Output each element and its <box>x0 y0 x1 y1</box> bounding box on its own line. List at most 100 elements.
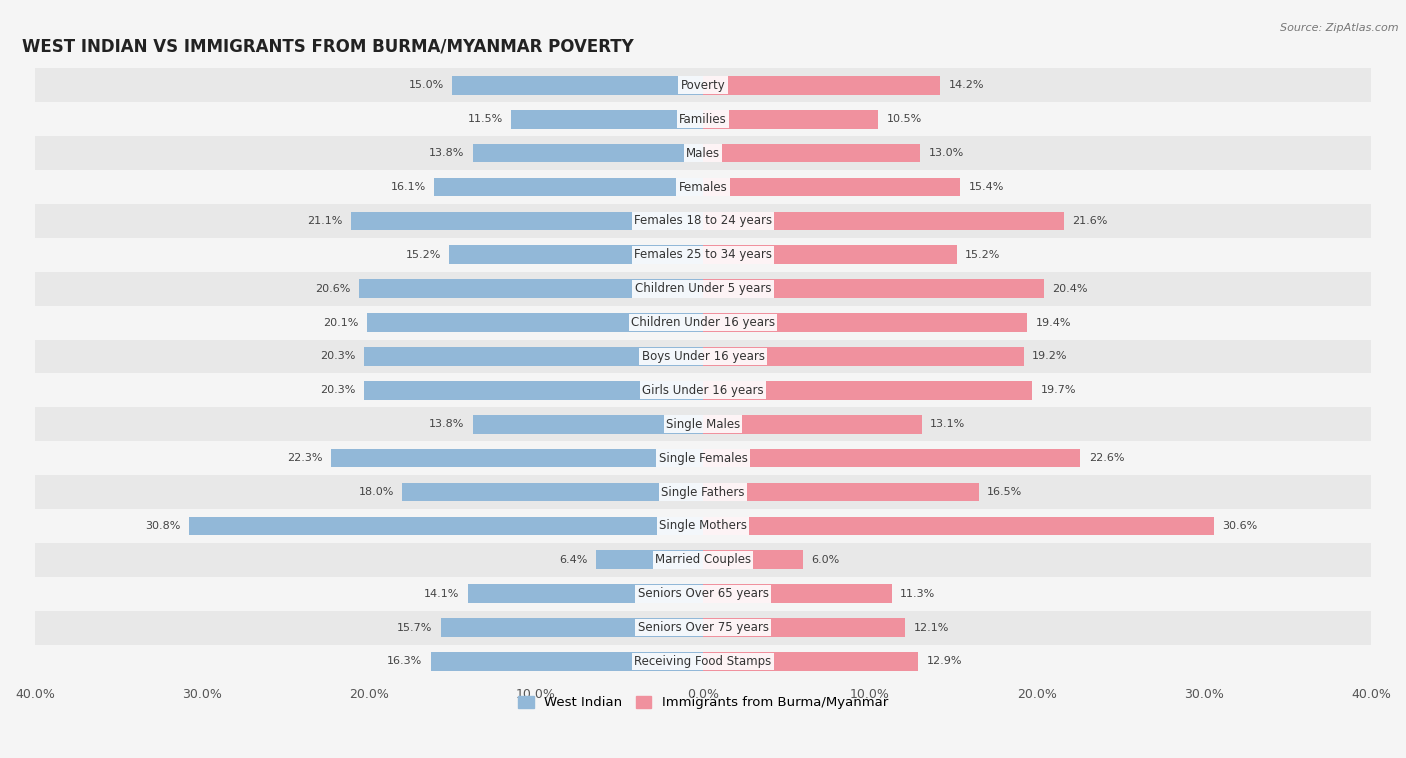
Text: Source: ZipAtlas.com: Source: ZipAtlas.com <box>1281 23 1399 33</box>
Bar <box>35 238 1371 272</box>
Bar <box>472 415 703 434</box>
Bar <box>703 652 918 671</box>
Bar <box>449 246 703 264</box>
Text: Single Males: Single Males <box>666 418 740 431</box>
Bar <box>596 550 703 569</box>
Text: Males: Males <box>686 146 720 160</box>
Text: 20.1%: 20.1% <box>323 318 359 327</box>
Bar <box>703 177 960 196</box>
Bar <box>35 374 1371 407</box>
Bar <box>330 449 703 468</box>
Legend: West Indian, Immigrants from Burma/Myanmar: West Indian, Immigrants from Burma/Myanm… <box>513 691 893 715</box>
Bar <box>35 305 1371 340</box>
Text: 30.8%: 30.8% <box>145 521 180 531</box>
Text: 18.0%: 18.0% <box>359 487 394 497</box>
Text: 21.1%: 21.1% <box>307 216 342 226</box>
Text: 16.1%: 16.1% <box>391 182 426 192</box>
Text: Single Females: Single Females <box>658 452 748 465</box>
Text: 13.8%: 13.8% <box>429 419 464 429</box>
Text: 20.6%: 20.6% <box>315 283 350 293</box>
Text: Children Under 5 years: Children Under 5 years <box>634 282 772 295</box>
Bar <box>35 204 1371 238</box>
Text: 13.8%: 13.8% <box>429 148 464 158</box>
Bar <box>441 619 703 637</box>
Text: 15.2%: 15.2% <box>965 250 1001 260</box>
Text: 22.3%: 22.3% <box>287 453 322 463</box>
Bar <box>35 644 1371 678</box>
Text: Receiving Food Stamps: Receiving Food Stamps <box>634 655 772 668</box>
Bar <box>35 577 1371 611</box>
Bar <box>703 619 905 637</box>
Text: 6.4%: 6.4% <box>560 555 588 565</box>
Text: 15.0%: 15.0% <box>409 80 444 90</box>
Bar <box>364 381 703 399</box>
Text: 20.4%: 20.4% <box>1052 283 1088 293</box>
Bar <box>703 415 922 434</box>
Bar <box>35 340 1371 374</box>
Text: 15.4%: 15.4% <box>969 182 1004 192</box>
Text: 15.7%: 15.7% <box>396 622 433 633</box>
Text: Seniors Over 75 years: Seniors Over 75 years <box>637 621 769 634</box>
Text: WEST INDIAN VS IMMIGRANTS FROM BURMA/MYANMAR POVERTY: WEST INDIAN VS IMMIGRANTS FROM BURMA/MYA… <box>21 38 633 56</box>
Text: Boys Under 16 years: Boys Under 16 years <box>641 350 765 363</box>
Bar <box>703 381 1032 399</box>
Bar <box>35 611 1371 644</box>
Text: Females: Females <box>679 180 727 193</box>
Bar <box>703 584 891 603</box>
Bar <box>703 517 1213 535</box>
Text: 14.2%: 14.2% <box>949 80 984 90</box>
Bar <box>703 110 879 129</box>
Bar <box>703 347 1024 366</box>
Text: 21.6%: 21.6% <box>1073 216 1108 226</box>
Bar <box>35 509 1371 543</box>
Text: Children Under 16 years: Children Under 16 years <box>631 316 775 329</box>
Bar <box>703 449 1080 468</box>
Bar <box>703 76 941 95</box>
Text: Married Couples: Married Couples <box>655 553 751 566</box>
Bar <box>703 211 1064 230</box>
Text: Single Fathers: Single Fathers <box>661 486 745 499</box>
Bar <box>430 652 703 671</box>
Text: 20.3%: 20.3% <box>321 385 356 396</box>
Bar <box>35 407 1371 441</box>
Bar <box>703 550 803 569</box>
Text: 19.2%: 19.2% <box>1032 352 1067 362</box>
Text: 22.6%: 22.6% <box>1088 453 1125 463</box>
Bar <box>510 110 703 129</box>
Bar <box>434 177 703 196</box>
Bar <box>35 170 1371 204</box>
Bar <box>367 313 703 332</box>
Text: 16.3%: 16.3% <box>387 656 422 666</box>
Text: 12.1%: 12.1% <box>914 622 949 633</box>
Text: Females 25 to 34 years: Females 25 to 34 years <box>634 249 772 262</box>
Text: 13.1%: 13.1% <box>931 419 966 429</box>
Bar <box>364 347 703 366</box>
Text: 11.5%: 11.5% <box>467 114 502 124</box>
Text: 11.3%: 11.3% <box>900 589 935 599</box>
Text: Families: Families <box>679 113 727 126</box>
Bar <box>35 543 1371 577</box>
Bar <box>350 211 703 230</box>
Text: Poverty: Poverty <box>681 79 725 92</box>
Text: 13.0%: 13.0% <box>928 148 963 158</box>
Bar <box>35 441 1371 475</box>
Text: 12.9%: 12.9% <box>927 656 962 666</box>
Bar <box>472 144 703 162</box>
Bar <box>703 483 979 501</box>
Bar <box>188 517 703 535</box>
Bar <box>703 246 957 264</box>
Text: 30.6%: 30.6% <box>1222 521 1258 531</box>
Bar <box>35 272 1371 305</box>
Bar <box>703 280 1043 298</box>
Bar <box>35 68 1371 102</box>
Text: 16.5%: 16.5% <box>987 487 1022 497</box>
Text: 19.4%: 19.4% <box>1035 318 1071 327</box>
Text: Girls Under 16 years: Girls Under 16 years <box>643 384 763 397</box>
Text: 15.2%: 15.2% <box>405 250 441 260</box>
Bar <box>359 280 703 298</box>
Text: Females 18 to 24 years: Females 18 to 24 years <box>634 215 772 227</box>
Text: 6.0%: 6.0% <box>811 555 839 565</box>
Bar <box>703 144 920 162</box>
Bar <box>35 475 1371 509</box>
Text: Single Mothers: Single Mothers <box>659 519 747 532</box>
